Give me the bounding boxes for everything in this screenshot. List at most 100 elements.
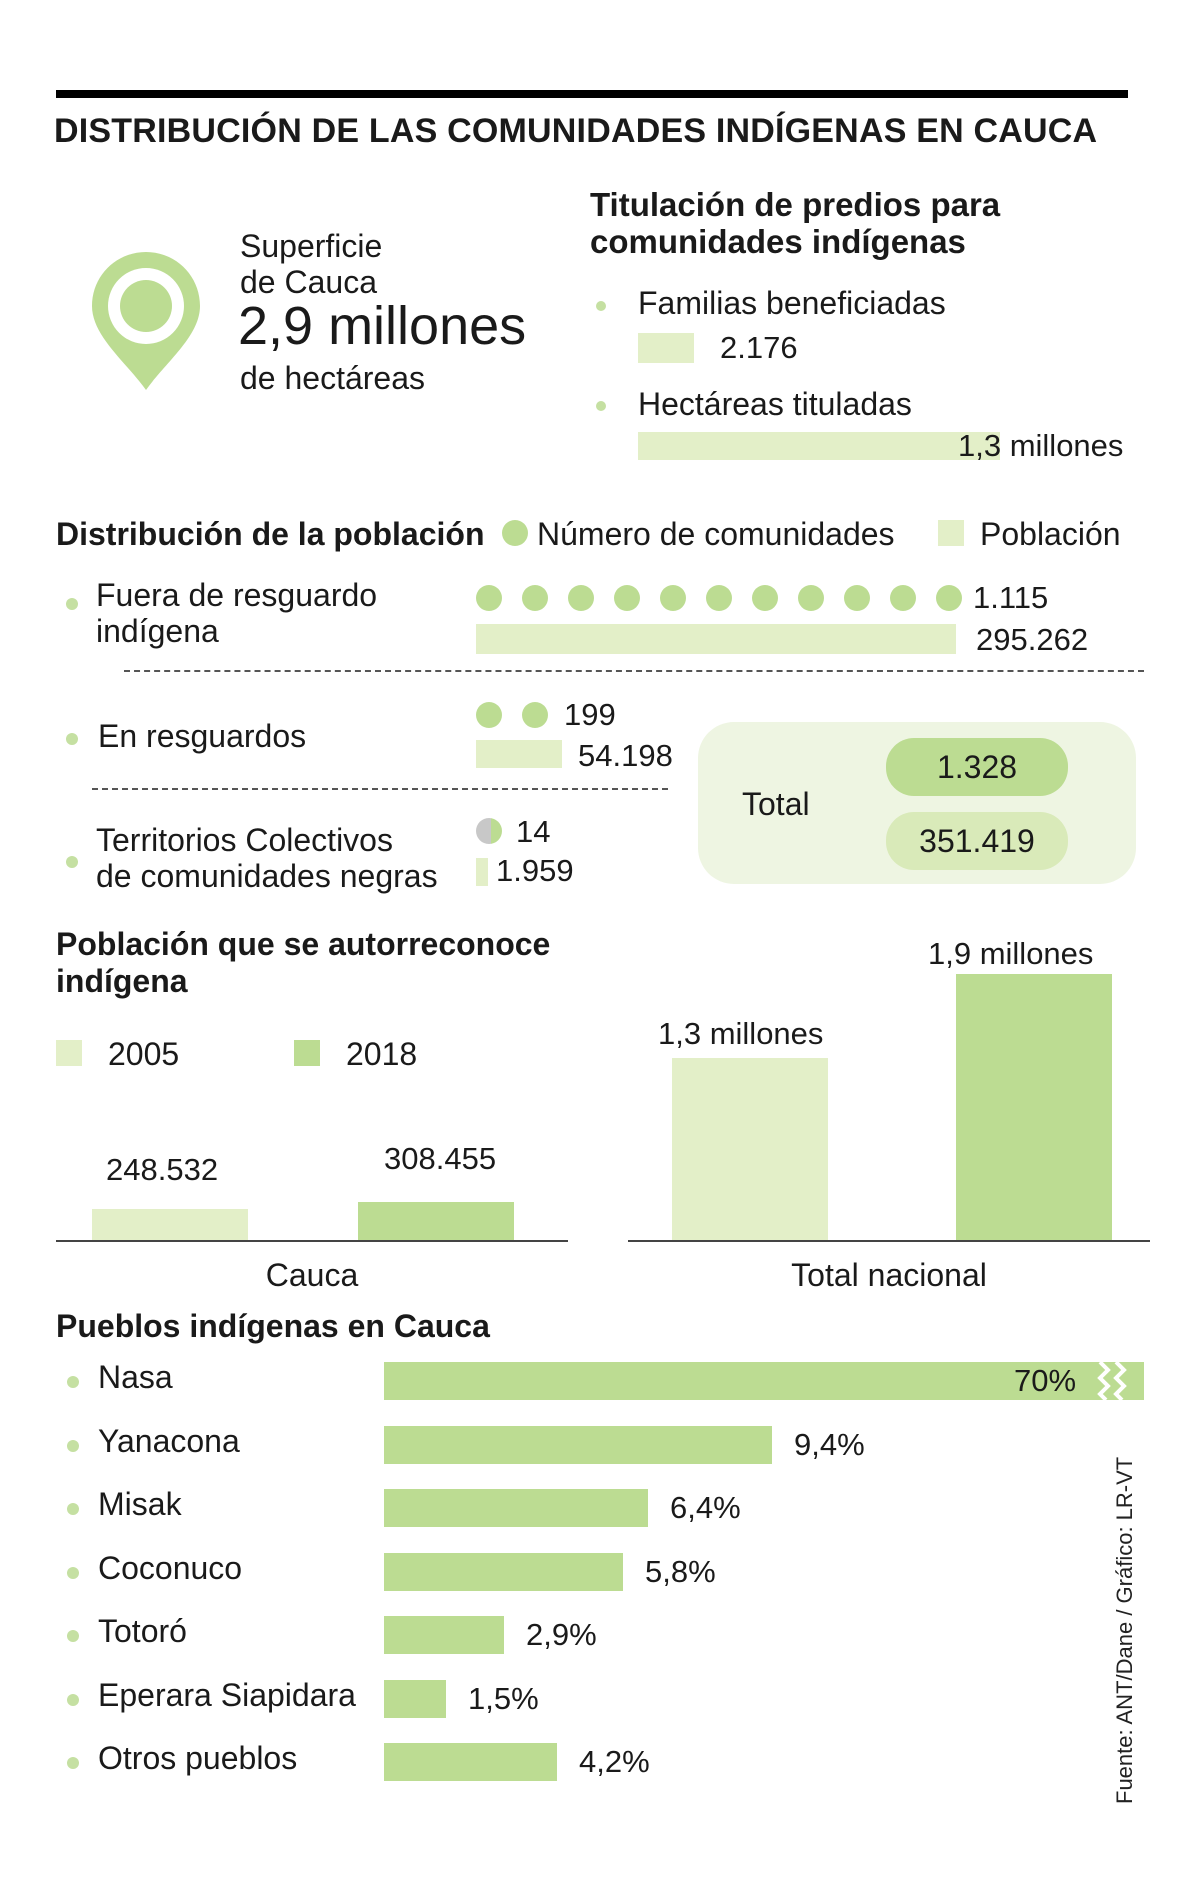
familias-value: 2.176 [720,330,798,365]
legend-poblacion-label: Población [980,516,1121,552]
pueblo-bar [384,1616,504,1654]
separator-dashed [124,670,1144,672]
row-resguardos-poblacion-bar [476,740,562,768]
pueblo-name: Yanacona [98,1422,240,1459]
category-nacional: Total nacional [791,1257,987,1293]
pueblo-bar [384,1743,557,1781]
legend-2005-swatch [56,1040,82,1066]
community-dot [660,585,686,611]
row-territorios-poblacion: 1.959 [496,853,574,888]
pueblos-title: Pueblos indígenas en Cauca [56,1308,490,1344]
superficie-unit: de hectáreas [240,360,426,396]
location-pin-icon [92,252,200,390]
baseline-cauca [56,1240,568,1242]
pueblo-value: 70% [1014,1363,1077,1398]
top-rule [56,90,1128,98]
bar-cauca-2005 [92,1209,248,1240]
bullet-dot [67,1630,79,1642]
hectareas-label: Hectáreas tituladas [638,386,912,422]
hectareas-bar [638,432,1000,460]
distribucion-title: Distribución de la población [56,516,485,552]
pueblo-value: 2,9% [526,1617,597,1652]
pueblo-bar [384,1679,446,1718]
autorreconoce-title: Población que se autorreconoce indígena [56,926,551,999]
row-resguardos-label: En resguardos [98,718,307,754]
row-territorios-comunidades: 14 [516,814,551,849]
page-title: DISTRIBUCIÓN DE LAS COMUNIDADES INDÍGENA… [54,112,1098,150]
label-cauca-2018: 308.455 [384,1141,497,1176]
pueblo-value: 4,2% [579,1744,650,1779]
community-dot [568,585,594,611]
superficie-label-line1: Superficie [240,228,383,264]
source-note: Fuente: ANT/Dane / Gráfico: LR-VT [1112,1456,1137,1804]
pueblo-bar [384,1362,1144,1400]
legend-comunidades-swatch [502,520,528,546]
comunidades-dots-fuera [476,583,966,613]
category-cauca: Cauca [265,1257,359,1293]
pueblo-value: 6,4% [670,1490,741,1525]
separator-dashed [92,788,668,790]
superficie-value: 2,9 millones [238,296,527,356]
familias-bar [638,333,694,363]
titulacion-title: Titulación de predios para comunidades i… [590,186,1001,260]
bullet-dot [66,733,78,745]
community-dot [706,585,732,611]
pueblo-name: Nasa [98,1359,173,1395]
bullet-dot [67,1439,79,1452]
bullet-dot [67,1566,79,1579]
label-nacional-2005: 1,3 millones [658,1016,824,1051]
bullet-dot [67,1376,79,1388]
superficie-label-line2: de Cauca [240,264,377,300]
community-dot [798,585,824,611]
community-dot [890,585,916,611]
bullet-dot [67,1503,79,1515]
pueblo-value: 1,5% [468,1680,539,1716]
pueblo-name: Otros pueblos [98,1740,298,1776]
comunidades-dots-resguardos [476,700,556,730]
familias-label: Familias beneficiadas [638,285,946,321]
legend-2005-label: 2005 [108,1036,180,1072]
pueblo-name: Totoró [98,1613,187,1649]
bullet-dot [596,401,606,411]
baseline-nacional [628,1240,1150,1242]
bar-nacional-2005 [672,1058,828,1240]
pueblo-name: Misak [98,1486,182,1522]
hectareas-value: 1,3 millones [958,428,1124,463]
row-fuera-poblacion: 295.262 [976,622,1089,657]
pueblo-value: 9,4% [794,1426,865,1462]
pueblo-name: Eperara Siapidara [98,1676,356,1713]
total-comunidades-pill: 1.328 [886,738,1068,796]
pueblo-value: 5,8% [645,1553,716,1589]
community-dot [522,702,548,728]
row-fuera-comunidades: 1.115 [973,580,1049,615]
pueblo-bar [384,1425,772,1464]
bar-cauca-2018 [358,1202,514,1240]
pueblo-name: Coconuco [98,1549,243,1586]
bullet-dot [66,598,78,610]
comunidades-dot-partial [476,818,502,844]
total-label: Total [742,786,810,822]
community-dot [476,585,502,611]
legend-2018-label: 2018 [346,1036,418,1072]
community-dot [522,585,548,611]
bullet-dot [67,1757,79,1769]
bar-nacional-2018 [956,974,1112,1240]
community-dot [476,702,502,728]
row-resguardos-comunidades: 199 [564,697,616,732]
label-nacional-2018: 1,9 millones [928,936,1094,971]
row-territorios-poblacion-bar [476,858,488,886]
community-dot [844,585,870,611]
row-fuera-poblacion-bar [476,624,956,654]
bullet-dot [66,856,78,868]
axis-break-icon [1097,1362,1127,1400]
legend-comunidades-label: Número de comunidades [537,516,895,552]
pueblo-bar [384,1489,648,1527]
community-dot [936,585,962,611]
pueblo-bar [384,1552,623,1591]
community-dot [752,585,778,611]
legend-2018-swatch [294,1040,320,1066]
label-cauca-2005: 248.532 [106,1152,219,1187]
row-fuera-label: Fuera de resguardo indígena [96,577,378,649]
legend-poblacion-swatch [938,520,964,546]
